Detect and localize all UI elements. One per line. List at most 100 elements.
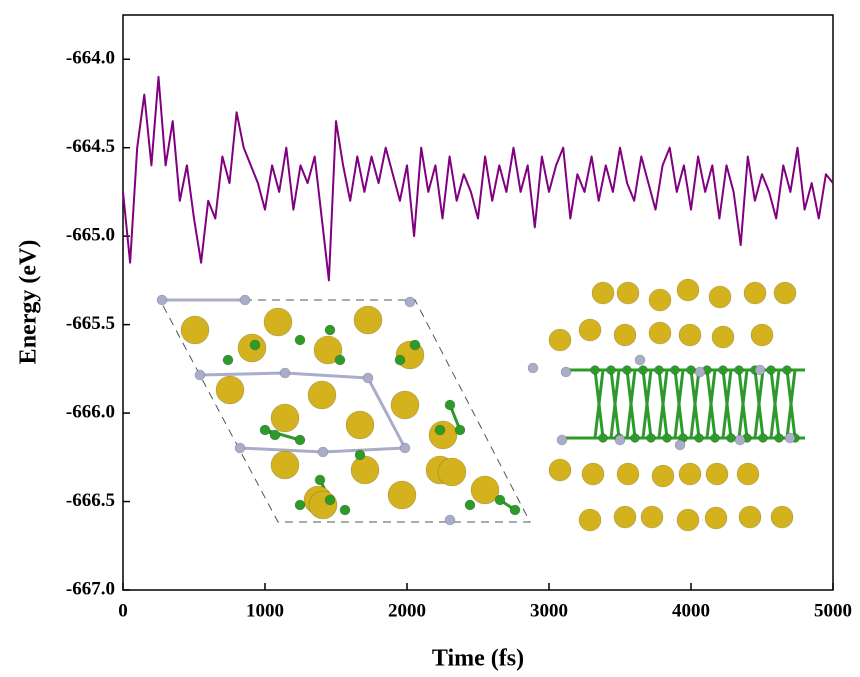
boron-atom [269, 429, 281, 441]
sulfur-atom [428, 420, 458, 450]
boron-atom [638, 365, 648, 375]
metal-atom [754, 364, 766, 376]
y-tick-label: -665.0 [66, 225, 115, 246]
sulfur-atom [773, 281, 797, 305]
bond [264, 428, 301, 442]
boron-atom [686, 365, 696, 375]
bond [366, 377, 407, 449]
bond [705, 369, 717, 439]
sulfur-atom [387, 480, 417, 510]
boron-atom [444, 399, 456, 411]
boron-atom [662, 433, 672, 443]
metal-atom [694, 366, 706, 378]
metal-atom [556, 434, 568, 446]
boron-atom [259, 424, 271, 436]
sulfur-atom [345, 410, 375, 440]
sulfur-atom [616, 462, 640, 486]
boron-atom [294, 334, 306, 346]
sulfur-atom [437, 457, 467, 487]
bond [625, 369, 637, 439]
y-tick-label: -666.5 [66, 490, 115, 511]
boron-atom [606, 365, 616, 375]
sulfur-atom [390, 390, 420, 420]
sulfur-atom [678, 462, 702, 486]
sulfur-atom [651, 464, 675, 488]
bond [689, 369, 701, 439]
sulfur-atom [270, 403, 300, 433]
boron-atom [509, 504, 521, 516]
boron-atom [734, 365, 744, 375]
bond [673, 369, 685, 439]
boron-atom [454, 424, 466, 436]
metal-atom [404, 296, 416, 308]
boron-atom [758, 433, 768, 443]
sulfur-atom [270, 450, 300, 480]
sulfur-atom [711, 325, 735, 349]
x-tick-label: 2000 [388, 600, 426, 621]
sulfur-atom [578, 318, 602, 342]
sulfur-atom [705, 462, 729, 486]
bond [199, 371, 286, 377]
bond [657, 369, 669, 439]
boron-atom [354, 449, 366, 461]
bond [641, 369, 653, 439]
x-axis-title: Time (fs) [432, 646, 524, 672]
sulfur-atom [613, 505, 637, 529]
boron-atom [334, 354, 346, 366]
boron-atom [590, 365, 600, 375]
sulfur-atom [313, 335, 343, 365]
metal-atom [279, 367, 291, 379]
boron-atom [718, 365, 728, 375]
metal-atom [239, 294, 251, 306]
sulfur-atom [350, 455, 380, 485]
y-tick-label: -665.5 [66, 313, 115, 334]
boron-atom [694, 433, 704, 443]
metal-atom [784, 432, 796, 444]
bond [609, 369, 621, 439]
sulfur-atom [308, 490, 338, 520]
plot-frame [122, 14, 834, 591]
sulfur-atom [548, 458, 572, 482]
sulfur-atom [770, 505, 794, 529]
boron-atom [726, 433, 736, 443]
sulfur-atom [581, 462, 605, 486]
y-axis-title: Energy (eV) [16, 240, 42, 365]
x-tick-label: 1000 [246, 600, 284, 621]
sulfur-atom [676, 508, 700, 532]
boron-atom [294, 434, 306, 446]
bond [322, 446, 406, 454]
metal-atom [362, 372, 374, 384]
boron-atom [766, 365, 776, 375]
y-tick-label: -667.0 [66, 578, 115, 599]
x-tick-label: 0 [118, 600, 128, 621]
energy-line [122, 75, 834, 282]
sulfur-atom [676, 278, 700, 302]
boron-atom [646, 433, 656, 443]
sulfur-atom [215, 375, 245, 405]
boron-atom [494, 494, 506, 506]
metal-atom [234, 442, 246, 454]
sulfur-atom [180, 315, 210, 345]
boron-atom [324, 494, 336, 506]
sulfur-atom [648, 288, 672, 312]
structure-inset [156, 278, 805, 532]
metal-atom [156, 294, 168, 306]
sulfur-atom [616, 281, 640, 305]
bond [785, 369, 797, 439]
sulfur-atom [743, 281, 767, 305]
sulfur-atom [548, 328, 572, 352]
sulfur-atom [470, 475, 500, 505]
y-tick-label: -664.0 [66, 48, 115, 69]
boron-atom [464, 499, 476, 511]
metal-atom [399, 442, 411, 454]
boron-atom [710, 433, 720, 443]
sulfur-atom [738, 505, 762, 529]
sulfur-atom [736, 462, 760, 486]
sulfur-atom [613, 323, 637, 347]
sulfur-atom [307, 380, 337, 410]
sulfur-atom [648, 321, 672, 345]
metal-atom [734, 434, 746, 446]
metal-atom [194, 369, 206, 381]
boron-atom [394, 354, 406, 366]
sulfur-atom [708, 285, 732, 309]
